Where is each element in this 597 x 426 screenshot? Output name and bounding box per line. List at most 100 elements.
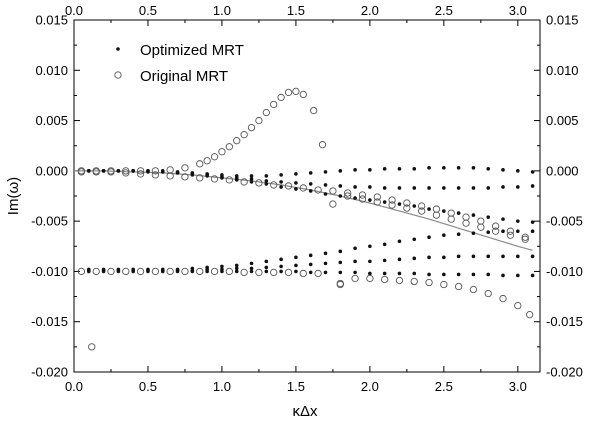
original-mrt-point — [270, 181, 278, 189]
optimized-mrt-point — [412, 271, 417, 276]
original-mrt-point — [240, 178, 248, 186]
y-tick-label-left: -0.015 — [31, 314, 68, 329]
y-tick-label-right: -0.015 — [546, 314, 583, 329]
y-tick-label-left: 0.010 — [35, 63, 68, 78]
x-tick-label-bottom: 0.0 — [65, 379, 83, 394]
optimized-mrt-point — [294, 172, 298, 176]
optimized-mrt-point — [220, 176, 224, 180]
optimized-mrt-point — [501, 168, 505, 172]
legend: Optimized MRT Original MRT — [114, 42, 244, 85]
original-mrt-point — [151, 167, 160, 175]
optimized-mrt-point — [501, 254, 505, 259]
optimized-mrt-point — [353, 196, 357, 200]
x-tick-label-top: 2.5 — [435, 3, 453, 18]
original-mrt-point — [284, 182, 293, 190]
optimized-mrt-point — [294, 269, 298, 274]
original-mrt-point — [344, 192, 352, 200]
original-mrt-point — [336, 279, 344, 288]
original-mrt-point — [477, 217, 485, 225]
x-tick-label-top: 0.5 — [139, 3, 157, 18]
original-mrt-point — [388, 196, 396, 204]
original-mrt-point — [225, 267, 233, 276]
optimized-mrt-point — [338, 260, 343, 265]
optimized-mrt-point — [442, 272, 446, 277]
x-tick-label-top: 2.0 — [361, 3, 379, 18]
optimized-mrt-point — [382, 258, 387, 263]
optimized-mrt-point — [530, 254, 535, 259]
original-mrt-point — [277, 93, 285, 102]
optimized-mrt-point — [353, 185, 357, 189]
optimized-mrt-point — [308, 253, 313, 258]
optimized-mrt-point — [516, 185, 520, 189]
original-mrt-point — [329, 200, 337, 208]
optimized-mrt-point — [353, 168, 357, 172]
original-mrt-point — [122, 169, 130, 177]
optimized-mrt-point — [294, 263, 298, 268]
x-tick-label-bottom: 1.5 — [287, 379, 305, 394]
optimized-mrt-point — [353, 246, 357, 251]
y-tick-label-left: -0.020 — [31, 365, 68, 380]
optimized-mrt-point — [516, 229, 520, 233]
original-mrt-point — [270, 100, 278, 109]
original-mrt-point — [514, 301, 522, 310]
optimized-mrt-point — [86, 169, 91, 173]
original-mrt-point — [107, 267, 115, 276]
original-mrt-point — [388, 201, 396, 209]
original-mrt-point — [136, 170, 145, 178]
optimized-mrt-point — [501, 185, 505, 189]
optimized-mrt-point — [160, 269, 165, 274]
optimized-mrt-point — [116, 169, 121, 173]
optimized-mrt-point — [146, 269, 150, 274]
original-mrt-point — [255, 268, 263, 277]
optimized-mrt-point — [368, 271, 372, 276]
optimized-mrt-point — [382, 167, 387, 171]
original-mrt-point — [151, 267, 160, 276]
optimized-mrt-point — [205, 269, 209, 274]
original-mrt-point — [196, 174, 204, 182]
optimized-mrt-point — [486, 215, 491, 219]
optimized-mrt-point — [353, 259, 357, 264]
original-mrt-point — [403, 199, 411, 207]
optimized-mrt-point — [442, 186, 446, 190]
y-tick-label-right: 0.005 — [546, 113, 579, 128]
legend-label-original: Original MRT — [140, 68, 228, 85]
original-mrt-point — [462, 213, 470, 221]
original-mrt-point — [395, 276, 404, 285]
optimized-mrt-point — [131, 269, 135, 274]
original-mrt-point — [425, 278, 433, 287]
original-mrt-point — [381, 275, 389, 284]
x-tick-label-top: 0.0 — [65, 3, 83, 18]
y-tick-label-left: 0.000 — [35, 163, 68, 178]
original-mrt-point — [373, 198, 381, 206]
original-mrt-point — [255, 179, 263, 187]
optimized-mrt-point — [442, 166, 446, 170]
optimized-mrt-point — [323, 261, 328, 266]
original-mrt-point — [344, 189, 352, 197]
original-mrt-point — [210, 175, 219, 183]
optimized-mrt-point — [294, 187, 298, 191]
optimized-mrt-point — [323, 270, 328, 275]
original-mrt-point — [166, 172, 174, 180]
optimized-mrt-point — [412, 186, 417, 190]
x-tick-label-bottom: 3.0 — [509, 379, 527, 394]
legend-marker-original — [114, 71, 122, 79]
optimized-mrt-point — [412, 204, 417, 208]
optimized-mrt-point — [486, 272, 491, 277]
optimized-mrt-point — [294, 181, 298, 185]
original-mrt-point — [314, 186, 322, 194]
optimized-mrt-point — [234, 263, 239, 268]
optimized-mrt-point — [530, 170, 535, 174]
optimized-mrt-point — [190, 269, 195, 274]
optimized-mrt-point — [456, 272, 461, 277]
optimized-mrt-point — [308, 182, 313, 186]
original-mrt-point — [351, 274, 359, 283]
original-mrt-point — [506, 227, 515, 235]
optimized-mrt-point — [294, 255, 298, 260]
optimized-mrt-point — [220, 264, 224, 269]
original-mrt-point — [77, 267, 86, 276]
original-mrt-point — [454, 282, 463, 291]
optimized-mrt-point — [471, 186, 476, 190]
original-mrt-point — [440, 280, 448, 289]
optimized-mrt-point — [264, 269, 269, 274]
optimized-mrt-point — [234, 178, 239, 182]
